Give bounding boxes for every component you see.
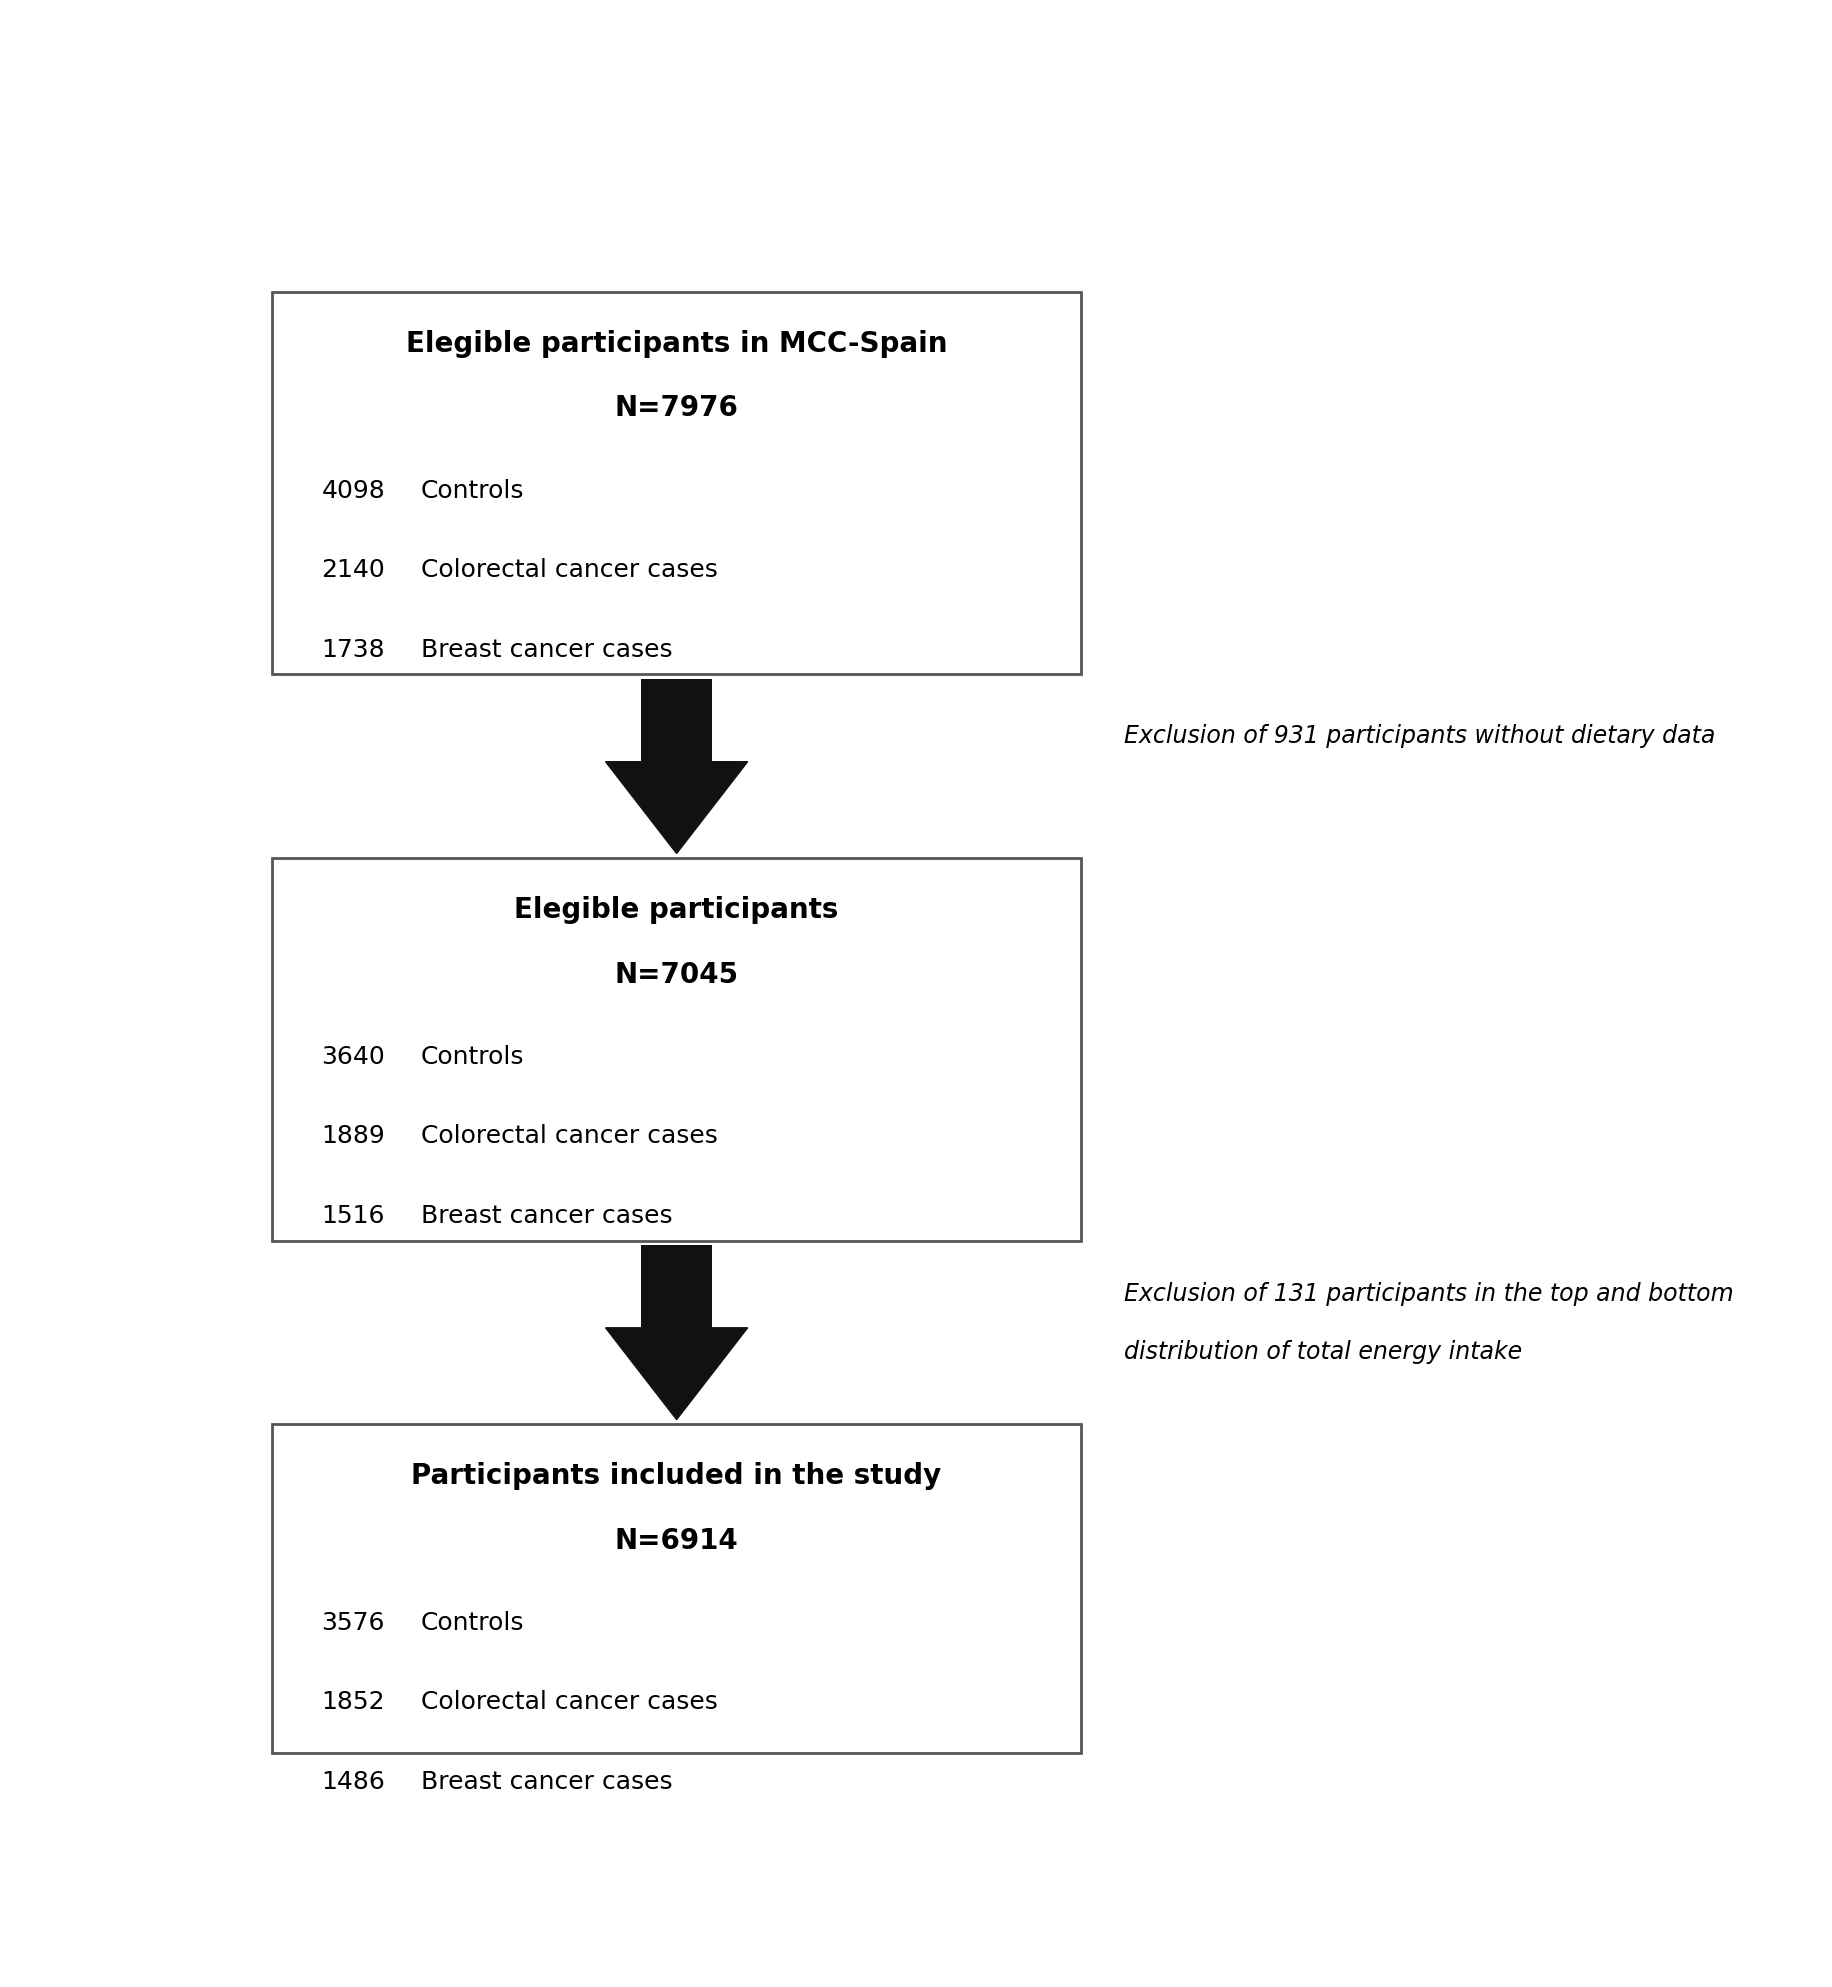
Text: Breast cancer cases: Breast cancer cases <box>421 638 672 662</box>
Text: 2140: 2140 <box>321 558 385 582</box>
Text: Colorectal cancer cases: Colorectal cancer cases <box>421 558 718 582</box>
Text: 1486: 1486 <box>321 1770 385 1794</box>
Polygon shape <box>605 1327 747 1419</box>
Text: Exclusion of 131 participants in the top and bottom: Exclusion of 131 participants in the top… <box>1123 1282 1733 1305</box>
Text: distribution of total energy intake: distribution of total energy intake <box>1123 1341 1521 1365</box>
Text: Participants included in the study: Participants included in the study <box>410 1462 942 1490</box>
Text: 3576: 3576 <box>321 1611 385 1635</box>
Text: Breast cancer cases: Breast cancer cases <box>421 1204 672 1228</box>
Text: Elegible participants: Elegible participants <box>515 896 839 924</box>
Text: N=7976: N=7976 <box>614 395 738 423</box>
Text: N=6914: N=6914 <box>614 1526 738 1554</box>
Text: 1738: 1738 <box>321 638 385 662</box>
Bar <box>271 292 1081 674</box>
Text: 4098: 4098 <box>321 479 385 503</box>
Bar <box>641 1246 711 1327</box>
Bar <box>271 858 1081 1240</box>
Text: 1516: 1516 <box>321 1204 385 1228</box>
Text: Controls: Controls <box>421 1045 524 1069</box>
Text: Breast cancer cases: Breast cancer cases <box>421 1770 672 1794</box>
Text: 3640: 3640 <box>321 1045 385 1069</box>
Text: 1889: 1889 <box>321 1125 385 1148</box>
Bar <box>271 1425 1081 1753</box>
Text: Controls: Controls <box>421 479 524 503</box>
Text: Controls: Controls <box>421 1611 524 1635</box>
Text: Elegible participants in MCC-Spain: Elegible participants in MCC-Spain <box>405 330 947 358</box>
Text: Colorectal cancer cases: Colorectal cancer cases <box>421 1691 718 1715</box>
Text: 1852: 1852 <box>321 1691 385 1715</box>
Bar <box>641 680 711 761</box>
Text: Exclusion of 931 participants without dietary data: Exclusion of 931 participants without di… <box>1123 723 1715 747</box>
Text: Colorectal cancer cases: Colorectal cancer cases <box>421 1125 718 1148</box>
Text: N=7045: N=7045 <box>614 960 738 990</box>
Polygon shape <box>605 761 747 854</box>
